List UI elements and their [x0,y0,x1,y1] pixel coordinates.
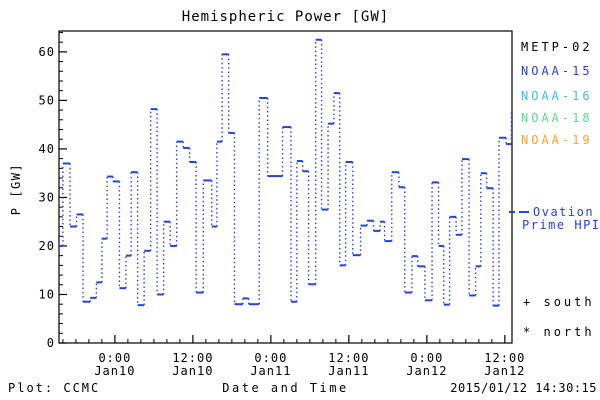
x-tick-time-label: 0:00 [254,351,287,365]
legend-item-metp02: METP-02 [521,40,593,54]
legend-item-noaa18: NOAA-18 [521,111,593,125]
y-tick-label: 10 [39,287,55,301]
x-tick-time-label: 0:00 [410,351,443,365]
north-label: north [543,325,595,339]
x-tick-time-label: 12:00 [328,351,369,365]
chart-title: Hemispheric Power [GW] [181,9,390,25]
plot-frame [58,30,513,344]
legend-item-noaa15: NOAA-15 [521,64,593,78]
y-axis-label: P [GW] [9,162,23,216]
plot-timestamp: 2015/01/12 14:30:15 [450,381,597,395]
x-tick-time-label: 0:00 [98,351,131,365]
x-tick-date-label: Jan10 [172,364,213,378]
legend-marker-south: + south [523,295,595,309]
south-label: south [543,295,595,309]
legend-item-noaa16: NOAA-16 [521,89,593,103]
legend-marker-north: * north [523,325,595,339]
dashed-line-icon [509,211,515,213]
y-tick-label: 40 [39,142,55,156]
plot-credit: Plot: CCMC [8,381,101,395]
x-tick-date-label: Jan12 [406,364,447,378]
y-tick-label: 50 [39,93,55,107]
dashed-line-icon [519,211,529,213]
x-axis-label: Date and Time [222,381,349,395]
x-tick-time-label: 12:00 [172,351,213,365]
x-tick-date-label: Jan12 [484,364,525,378]
legend-item-noaa19: NOAA-19 [521,133,593,147]
ovation-label-line2: Prime HPI [522,218,600,232]
y-tick-label: 20 [39,239,55,253]
x-tick-date-label: Jan11 [250,364,291,378]
ovation-legend-line1: Ovation [509,206,600,219]
x-tick-date-label: Jan11 [328,364,369,378]
y-tick-label: 0 [47,336,55,350]
ovation-label-line1: Ovation [533,205,595,219]
y-tick-label: 30 [39,190,55,204]
x-tick-date-label: Jan10 [94,364,135,378]
y-tick-label: 60 [39,45,55,59]
asterisk-marker-icon: * [523,325,534,339]
plus-marker-icon: + [523,295,534,309]
x-tick-time-label: 12:00 [484,351,525,365]
ovation-prime-legend: Ovation Prime HPI [509,206,600,232]
